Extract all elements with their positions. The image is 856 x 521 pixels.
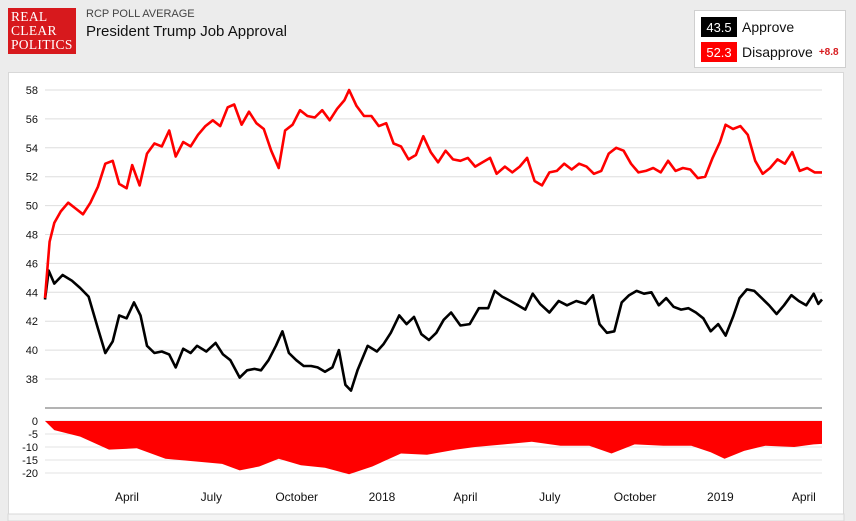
- y-tick-label: 40: [26, 345, 38, 357]
- logo-line-2: CLEAR: [11, 23, 57, 38]
- chart-legend: 43.5 Approve 52.3 Disapprove +8.8: [694, 10, 846, 68]
- approve-value: 43.5: [701, 17, 737, 37]
- x-tick-label: 2018: [369, 490, 396, 504]
- y-tick-label: 38: [26, 374, 38, 386]
- series-line-approve: [43, 269, 823, 392]
- range-navigator: [7, 513, 845, 521]
- x-tick-label: October: [275, 490, 318, 504]
- y-tick-label: 48: [26, 230, 38, 242]
- x-tick-label: 2019: [707, 490, 734, 504]
- x-tick-label: July: [539, 490, 560, 504]
- y-tick-label: 58: [26, 85, 38, 97]
- approve-label: Approve: [742, 19, 795, 35]
- y-tick-label: 52: [26, 172, 38, 184]
- chart-title: President Trump Job Approval: [86, 23, 287, 40]
- x-tick-label: April: [792, 490, 816, 504]
- y-tick-label: 50: [26, 201, 38, 213]
- legend-approve: 43.5 Approve: [701, 17, 794, 37]
- x-tick-label: April: [115, 490, 139, 504]
- spread-tick-label: -5: [28, 429, 38, 441]
- spread-tick-label: 0: [32, 416, 38, 428]
- legend-disapprove: 52.3 Disapprove +8.8: [701, 42, 839, 62]
- logo-line-1: REAL: [11, 9, 48, 24]
- spread-tick-label: -15: [22, 455, 38, 467]
- y-tick-label: 54: [26, 143, 38, 155]
- y-tick-label: 56: [26, 114, 38, 126]
- series-line-disapprove: [43, 88, 822, 299]
- spread-value: +8.8: [818, 46, 839, 58]
- spread-tick-label: -20: [22, 468, 38, 480]
- spread-tick-label: -10: [22, 442, 38, 454]
- logo-line-3: POLITICS: [11, 37, 73, 52]
- spread-area: [45, 421, 822, 475]
- chart-pretitle: RCP POLL AVERAGE: [86, 8, 195, 20]
- disapprove-label: Disapprove: [742, 44, 813, 60]
- x-tick-label: July: [201, 490, 222, 504]
- y-tick-label: 44: [26, 287, 38, 299]
- rcp-logo: REAL CLEAR POLITICS: [8, 8, 76, 54]
- x-tick-label: October: [614, 490, 657, 504]
- disapprove-value: 52.3: [701, 42, 737, 62]
- y-tick-label: 42: [26, 316, 38, 328]
- y-tick-label: 46: [26, 258, 38, 270]
- x-tick-label: April: [453, 490, 477, 504]
